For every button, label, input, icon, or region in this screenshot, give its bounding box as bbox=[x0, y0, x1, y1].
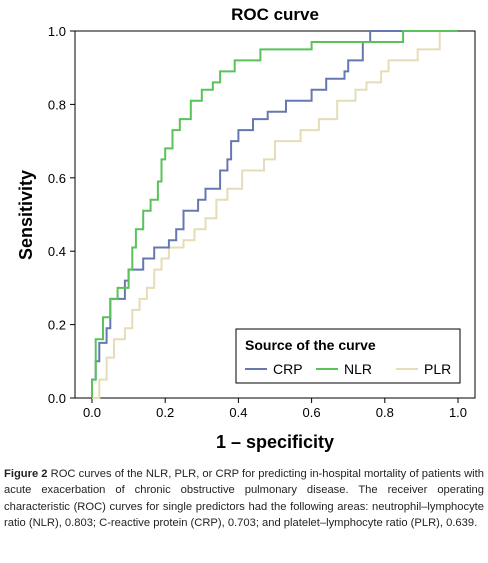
x-tick-label: 0.6 bbox=[303, 405, 321, 420]
legend-label-plr: PLR bbox=[424, 361, 451, 377]
roc-curve-plr bbox=[92, 30, 458, 399]
x-tick-label: 1.0 bbox=[449, 405, 467, 420]
axis-ticks: 0.0 0.2 0.4 0.6 0.8 1.0 0.0 0.2 0.4 0.6 0.8 1.0 bbox=[48, 24, 467, 420]
x-tick-label: 0.8 bbox=[376, 405, 394, 420]
x-axis-label: 1 – specificity bbox=[216, 432, 334, 452]
x-tick-label: 0.2 bbox=[156, 405, 174, 420]
y-tick-label: 1.0 bbox=[48, 24, 66, 39]
x-tick-label: 0.4 bbox=[229, 405, 247, 420]
caption-label: Figure 2 bbox=[4, 468, 48, 480]
legend-box bbox=[235, 328, 461, 384]
y-tick-label: 0.8 bbox=[48, 97, 66, 112]
legend: Source of the curve CRP NLR PLR bbox=[235, 328, 461, 384]
legend-label-nlr: NLR bbox=[344, 361, 372, 377]
figure-caption: Figure 2 ROC curves of the NLR, PLR, or … bbox=[4, 466, 484, 532]
roc-chart: ROC curve Sensitivity 1 – specificity 0.… bbox=[16, 5, 476, 452]
y-tick-label: 0.0 bbox=[48, 391, 66, 406]
caption-text: ROC curves of the NLR, PLR, or CRP for p… bbox=[4, 468, 485, 530]
legend-title: Source of the curve bbox=[245, 337, 376, 353]
y-tick-label: 0.4 bbox=[48, 244, 66, 259]
legend-label-crp: CRP bbox=[273, 361, 303, 377]
y-tick-label: 0.2 bbox=[48, 318, 66, 333]
chart-title: ROC curve bbox=[231, 5, 319, 24]
roc-curves bbox=[91, 30, 458, 399]
plot-area-frame bbox=[74, 30, 476, 399]
roc-curve-nlr bbox=[91, 30, 458, 398]
x-tick-label: 0.0 bbox=[83, 405, 101, 420]
y-tick-label: 0.6 bbox=[48, 171, 66, 186]
y-axis-label: Sensitivity bbox=[16, 170, 36, 260]
